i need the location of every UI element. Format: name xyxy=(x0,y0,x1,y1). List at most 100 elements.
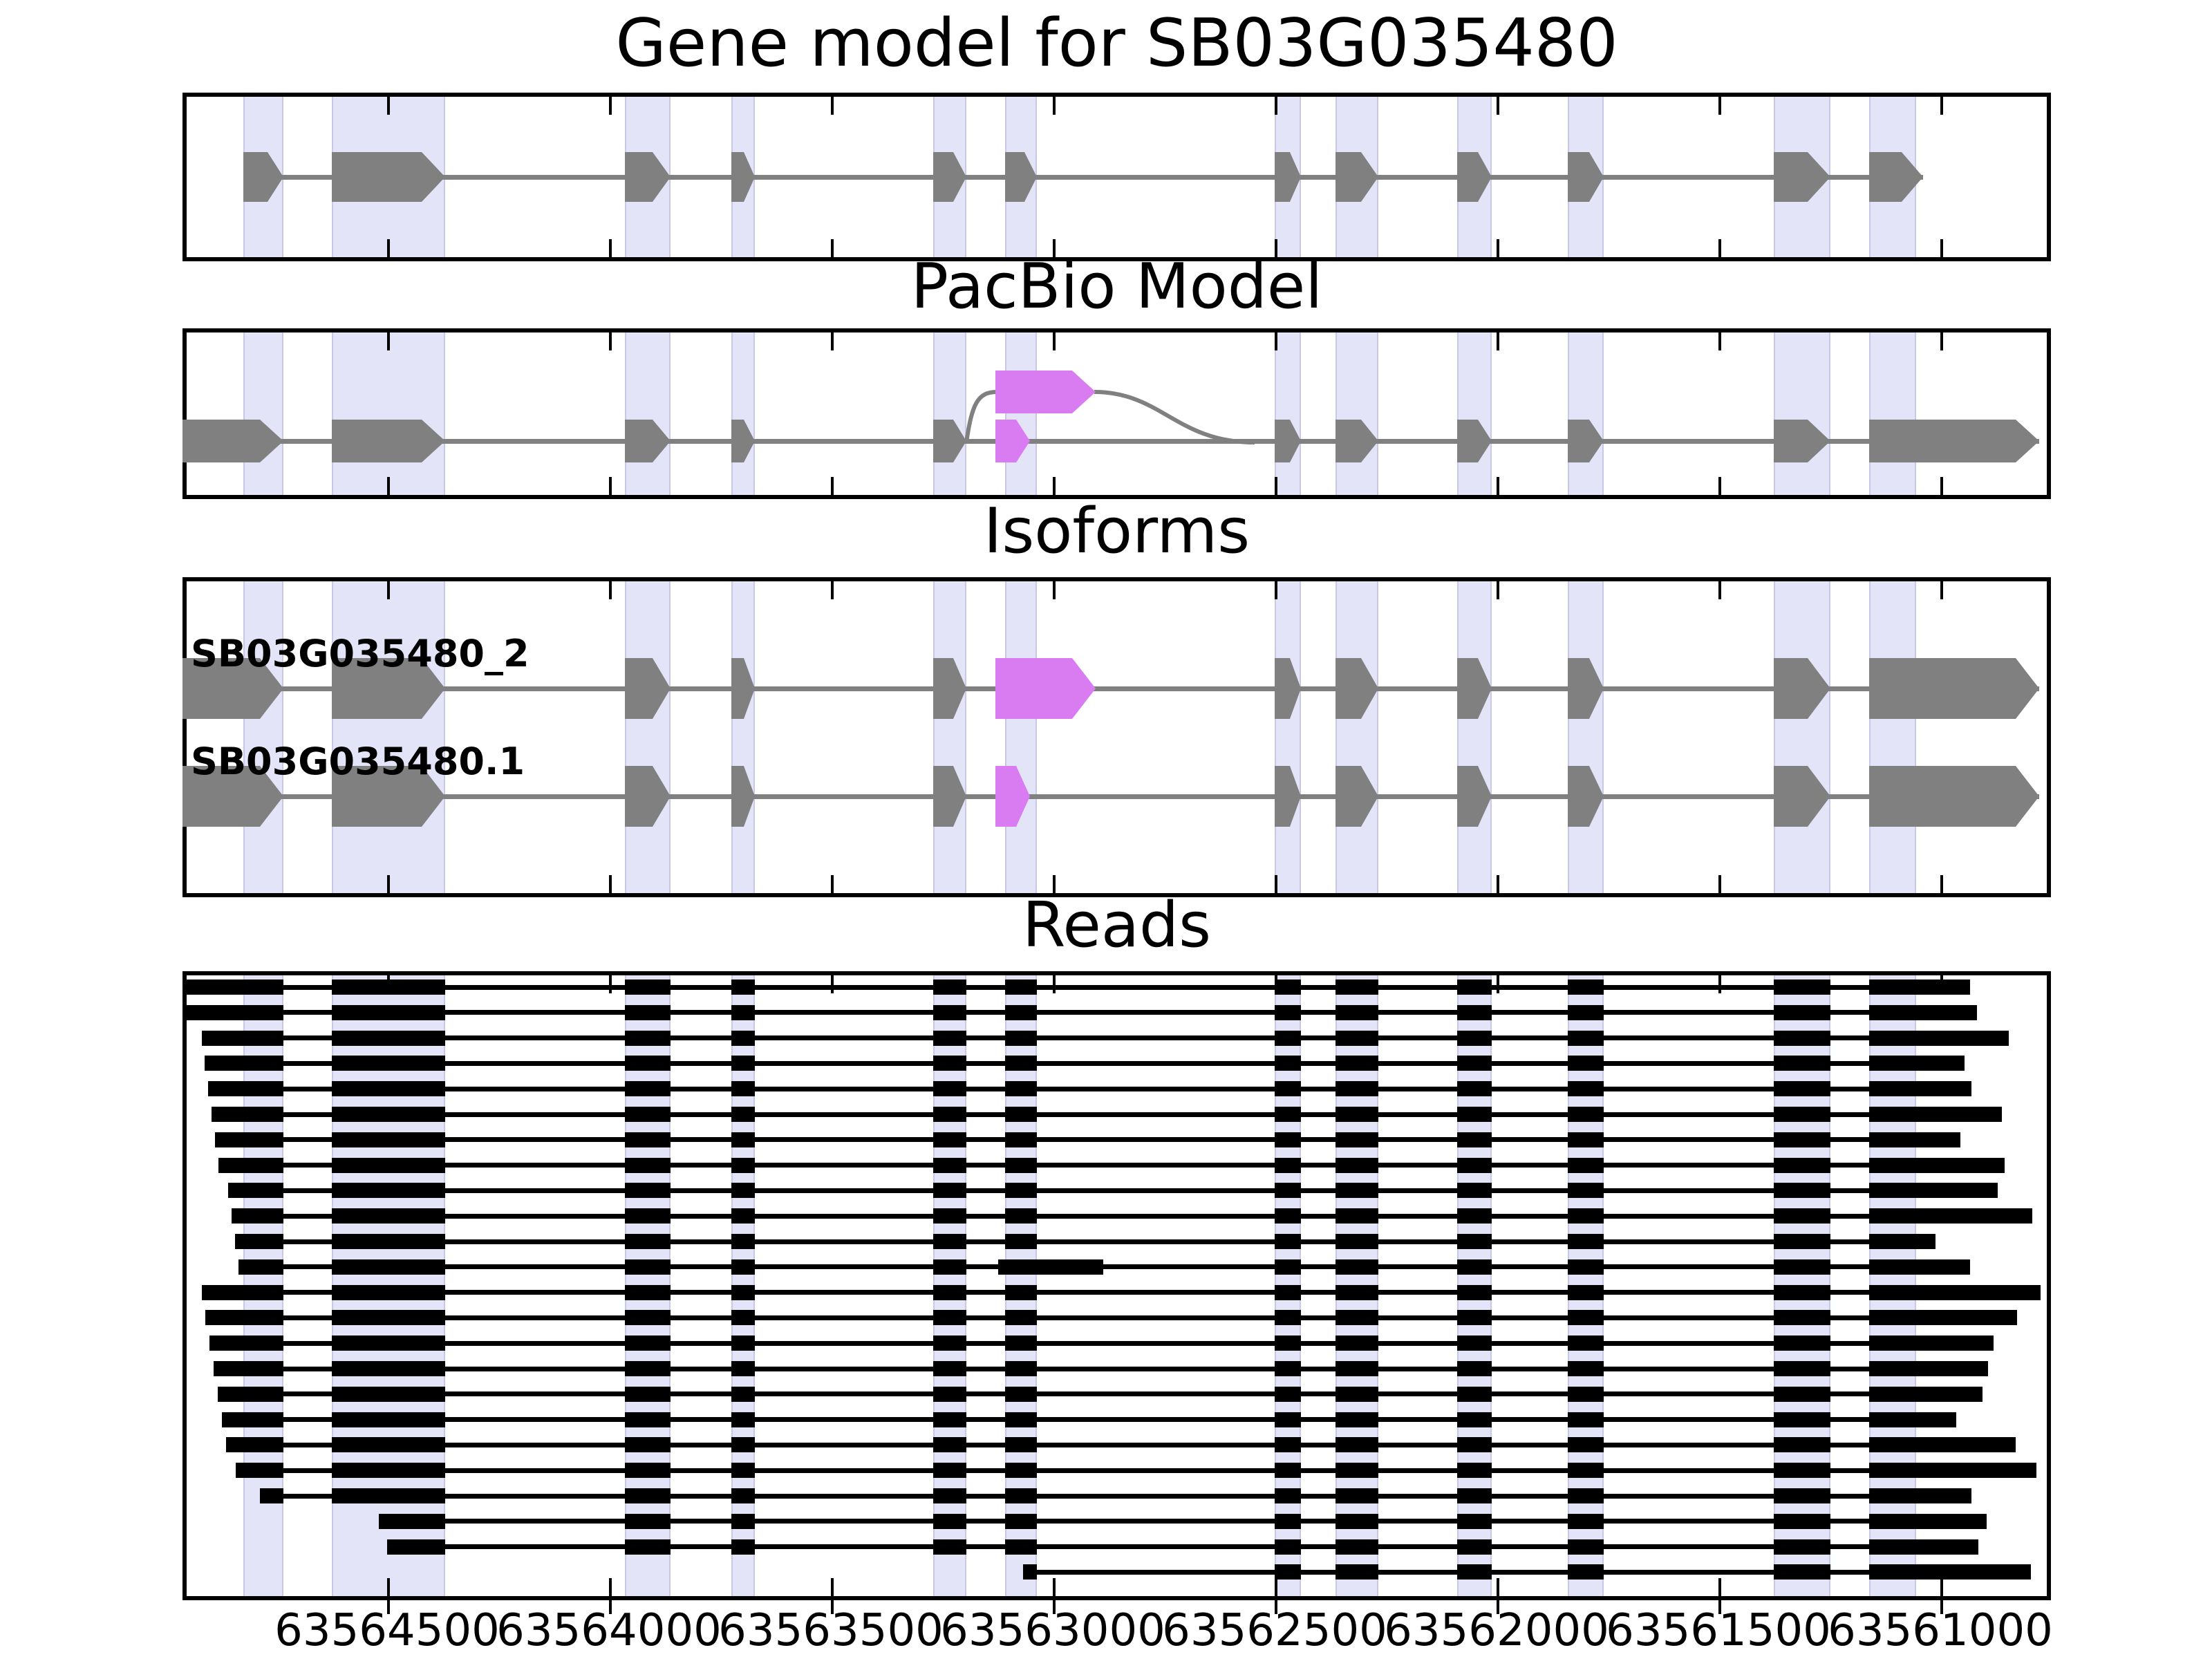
read-exon-block xyxy=(1457,1107,1492,1122)
axis-tick-mark xyxy=(1053,477,1056,495)
read-exon-block xyxy=(731,1183,755,1199)
axis-tick-mark xyxy=(831,875,834,893)
read-exon-block xyxy=(332,1081,445,1097)
read-exon-block xyxy=(625,1386,671,1402)
read-exon-block xyxy=(1023,1564,1037,1580)
read-exon-block xyxy=(1457,980,1492,995)
read-exon-block xyxy=(1568,1488,1604,1503)
read-exon-block xyxy=(1869,1361,1988,1376)
axis-tick-mark xyxy=(1718,332,1721,350)
read-exon-block xyxy=(1335,1183,1378,1199)
axis-tick-mark xyxy=(1053,239,1056,257)
read-exon-block xyxy=(1457,1056,1492,1071)
read-exon-block xyxy=(1005,1004,1037,1020)
axis-tick-mark xyxy=(1275,332,1277,350)
read-exon-block xyxy=(1005,1234,1037,1249)
read-exon-block xyxy=(933,1488,966,1503)
exon xyxy=(332,152,445,202)
read-exon-block xyxy=(332,1437,445,1453)
read-exon-block xyxy=(1568,1284,1604,1300)
read-exon-block xyxy=(1275,1107,1301,1122)
read-exon-block xyxy=(933,1259,966,1275)
read-exon-block xyxy=(332,1335,445,1351)
read-exon-block xyxy=(625,1361,671,1376)
read-exon-block xyxy=(731,980,755,995)
axis-tick-mark xyxy=(1275,97,1277,115)
read-exon-block xyxy=(625,1310,671,1326)
read-exon-block xyxy=(332,1208,445,1224)
read-exon-block xyxy=(625,1513,671,1529)
read-exon-block xyxy=(1275,1437,1301,1453)
read-exon-block xyxy=(236,1463,283,1479)
read-exon-block xyxy=(933,1107,966,1122)
read-exon-block xyxy=(202,1284,283,1300)
intron-line xyxy=(243,175,1923,180)
read-exon-block xyxy=(332,1463,445,1479)
read-exon-block xyxy=(205,1310,283,1326)
read-exon-block xyxy=(332,980,445,995)
panel-title-pacbio: PacBio Model xyxy=(910,250,1323,323)
exon-highlight-band xyxy=(1005,332,1037,495)
axis-tick-mark xyxy=(831,477,834,495)
read-exon-block xyxy=(731,1437,755,1453)
axis-tick-mark xyxy=(831,239,834,257)
axis-tick-mark xyxy=(609,975,612,993)
read-exon-block xyxy=(185,1004,283,1020)
splice-arc xyxy=(1094,390,1255,444)
exon-highlight-band xyxy=(731,581,755,893)
exon-highlight-band xyxy=(1869,581,1916,893)
read-line xyxy=(238,1264,1970,1270)
axis-tick-mark xyxy=(1940,477,1943,495)
exon-highlight-band xyxy=(1869,332,1916,495)
read-exon-block xyxy=(1275,1335,1301,1351)
read-exon-block xyxy=(1869,1310,2017,1326)
read-exon-block xyxy=(1335,1361,1378,1376)
read-exon-block xyxy=(1335,1234,1378,1249)
read-line xyxy=(235,1239,1936,1244)
read-exon-block xyxy=(1869,1386,1983,1402)
exon-highlight-band xyxy=(1005,581,1037,893)
axis-tick-mark-outer xyxy=(387,1600,390,1614)
read-exon-block xyxy=(1005,1157,1037,1173)
read-exon-block xyxy=(1275,1310,1301,1326)
read-exon-block xyxy=(625,1081,671,1097)
read-exon-block xyxy=(1335,1056,1378,1071)
axis-tick-mark xyxy=(1497,97,1499,115)
read-exon-block xyxy=(1335,1539,1378,1555)
read-exon-block xyxy=(1275,1157,1301,1173)
read-exon-block xyxy=(625,1284,671,1300)
read-exon-block xyxy=(1005,1386,1037,1402)
read-exon-block xyxy=(1275,1004,1301,1020)
read-exon-block xyxy=(933,1234,966,1249)
axis-tick-mark xyxy=(831,332,834,350)
axis-tick-mark-outer xyxy=(1275,1600,1277,1614)
read-exon-block xyxy=(1275,1132,1301,1147)
read-exon-block xyxy=(1774,1412,1830,1427)
read-exon-block xyxy=(731,1386,755,1402)
read-exon-block xyxy=(998,1259,1103,1275)
read-exon-block xyxy=(731,1513,755,1529)
read-exon-block xyxy=(933,1463,966,1479)
read-exon-block xyxy=(1005,1412,1037,1427)
axis-tick-mark xyxy=(1497,332,1499,350)
read-exon-block xyxy=(1568,1157,1604,1173)
read-exon-block xyxy=(332,1310,445,1326)
read-line xyxy=(212,1112,2002,1117)
read-exon-block xyxy=(332,1361,445,1376)
read-exon-block xyxy=(1457,1030,1492,1046)
novel-exon xyxy=(995,658,1096,719)
read-exon-block xyxy=(731,1361,755,1376)
read-exon-block xyxy=(731,1107,755,1122)
axis-tick-mark-outer xyxy=(831,1600,834,1614)
read-exon-block xyxy=(1457,1234,1492,1249)
exon-highlight-band xyxy=(243,332,283,495)
read-exon-block xyxy=(1005,1437,1037,1453)
axis-tick-mark xyxy=(609,239,612,257)
read-exon-block xyxy=(212,1107,283,1122)
exon-highlight-band xyxy=(243,581,283,893)
read-exon-block xyxy=(332,1030,445,1046)
read-exon-block xyxy=(1335,1335,1378,1351)
read-exon-block xyxy=(1335,1310,1378,1326)
read-exon-block xyxy=(1774,1284,1830,1300)
